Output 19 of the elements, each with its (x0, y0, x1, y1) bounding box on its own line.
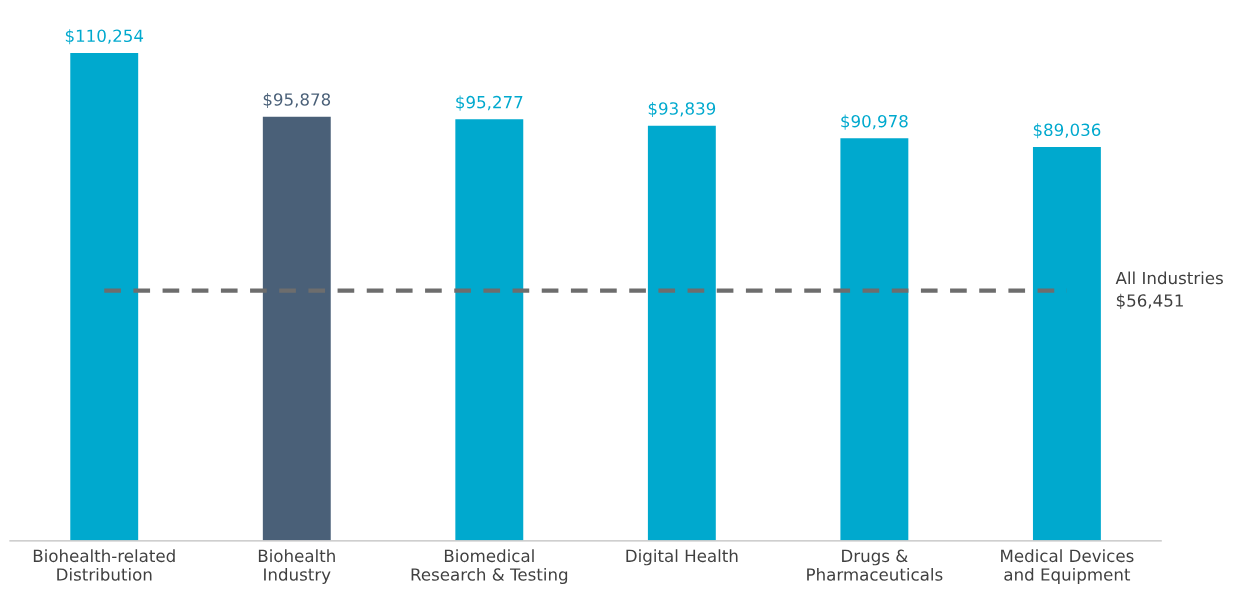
bar (453, 117, 525, 541)
bar (68, 51, 140, 541)
ref-line-label: All Industries $56,451 (1115, 271, 1223, 309)
data-label: $89,036 (1033, 123, 1101, 139)
bar (839, 136, 910, 541)
data-label: $95,277 (456, 95, 523, 111)
bar (261, 115, 333, 541)
data-label: $90,978 (841, 114, 908, 130)
x-tick-label: Drugs & Pharmaceuticals (807, 549, 943, 581)
bar (646, 124, 718, 541)
bar (1031, 145, 1103, 541)
data-label: $95,878 (263, 92, 331, 108)
x-tick-label: Biohealth Industry (258, 549, 335, 585)
x-tick-label: Digital Health (626, 549, 738, 566)
x-tick-label: Biomedical Research & Testing (411, 549, 568, 585)
x-tick-label: Biohealth-related Distribution (33, 549, 175, 581)
x-tick-label: Medical Devices and Equipment (1001, 549, 1134, 585)
data-label: $110,254 (65, 29, 144, 45)
data-label: $93,839 (648, 101, 716, 118)
